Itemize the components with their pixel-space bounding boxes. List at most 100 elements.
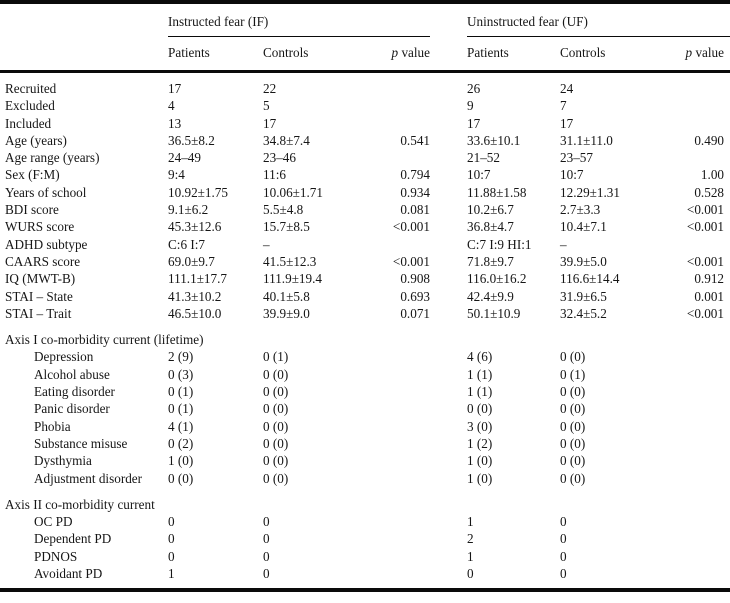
cell-uf-pvalue — [680, 400, 724, 417]
cell-if-controls: 0 — [263, 548, 270, 564]
cell-uf-patients: 36.8±4.7 — [467, 219, 514, 235]
row-label: Excluded — [5, 98, 55, 114]
cell-if-pvalue — [383, 513, 430, 530]
column-gap — [430, 288, 467, 305]
row-label: Age (years) — [5, 132, 67, 148]
cell-if-controls: 11:6 — [263, 167, 286, 183]
cell-uf-controls: 0 — [560, 548, 567, 564]
table-row: STAI – State 41.3±10.2 40.1±5.8 0.693 42.4±9… — [0, 288, 730, 305]
cell-uf-controls: 32.4±5.2 — [560, 305, 607, 321]
column-gap — [430, 400, 467, 417]
cell-if-pvalue — [383, 348, 430, 365]
cell-uf-controls: 0 — [560, 531, 567, 547]
row-label: Recruited — [5, 81, 57, 96]
row-label: Panic disorder — [34, 401, 110, 417]
cell-uf-patients: 42.4±9.9 — [467, 288, 514, 304]
cell-uf-controls: 12.29±1.31 — [560, 184, 620, 200]
row-label: Depression — [34, 349, 94, 365]
cell-if-patients: 4 — [168, 98, 175, 114]
table-row: OC PD 0 0 1 0 — [0, 513, 730, 530]
table-row: Included 13 17 17 17 — [0, 115, 730, 132]
cell-if-pvalue — [383, 435, 430, 452]
p-symbol: p — [685, 45, 693, 60]
column-gap — [430, 253, 467, 270]
table-row: STAI – Trait 46.5±10.0 39.9±9.0 0.071 50.1±1… — [0, 305, 730, 322]
cell-uf-pvalue — [680, 452, 724, 469]
cell-uf-controls: 116.6±14.4 — [560, 271, 620, 287]
row-label: Included — [5, 115, 52, 131]
cell-uf-patients: 71.8±9.7 — [467, 253, 514, 269]
cell-if-controls: 111.9±19.4 — [263, 271, 323, 287]
cell-uf-patients: 21–52 — [467, 150, 500, 166]
cell-uf-pvalue — [680, 236, 724, 253]
column-group-instructed-fear: Instructed fear (IF) — [168, 4, 430, 37]
cell-uf-patients: 50.1±10.9 — [467, 305, 521, 321]
cell-if-controls: 17 — [263, 115, 277, 131]
cell-if-pvalue — [383, 80, 430, 97]
table-row: Substance misuse 0 (2) 0 (0) 1 (2) 0 (0) — [0, 435, 730, 452]
cell-if-patients: 13 — [168, 115, 182, 131]
cell-uf-pvalue — [680, 80, 724, 97]
cell-uf-pvalue: 0.490 — [694, 132, 724, 148]
cell-if-patients: 0 — [168, 548, 175, 564]
cell-if-patients: 111.1±17.7 — [168, 271, 228, 287]
cell-if-pvalue — [383, 149, 430, 166]
column-gap — [430, 270, 467, 287]
cell-if-patients: 10.92±1.75 — [168, 184, 228, 200]
cell-if-controls: 40.1±5.8 — [263, 288, 310, 304]
table-row: Dependent PD 0 0 2 0 — [0, 530, 730, 547]
row-label: Dysthymia — [34, 453, 92, 469]
column-gap — [430, 236, 467, 253]
cell-if-controls: 0 (1) — [263, 349, 289, 365]
row-label: Phobia — [34, 418, 71, 434]
cell-uf-patients: 10.2±6.7 — [467, 202, 514, 218]
cell-uf-pvalue — [680, 115, 724, 132]
row-label: Years of school — [5, 184, 87, 200]
column-gap — [430, 452, 467, 469]
cell-if-controls: 0 (0) — [263, 366, 289, 382]
row-label: IQ (MWT-B) — [5, 271, 76, 287]
cell-uf-patients: 3 (0) — [467, 418, 493, 434]
cell-uf-controls: 10.4±7.1 — [560, 219, 607, 235]
cell-if-patients: 69.0±9.7 — [168, 253, 215, 269]
cell-if-pvalue — [383, 530, 430, 547]
cell-if-pvalue — [383, 236, 430, 253]
row-label: OC PD — [34, 514, 73, 530]
cell-if-patients: 36.5±8.2 — [168, 132, 215, 148]
cell-if-patients: 2 (9) — [168, 349, 194, 365]
cell-uf-controls: 17 — [560, 115, 574, 131]
cell-uf-patients: 1 (1) — [467, 366, 493, 382]
column-gap — [430, 166, 467, 183]
table-top-rule — [0, 0, 730, 4]
cell-uf-controls: – — [560, 236, 567, 252]
cell-if-controls: 0 — [263, 531, 270, 547]
table-row: Adjustment disorder 0 (0) 0 (0) 1 (0) 0 (0) — [0, 470, 730, 487]
cell-uf-pvalue: 1.00 — [700, 167, 724, 183]
cell-uf-patients: 10:7 — [467, 167, 491, 183]
cell-uf-pvalue — [680, 418, 724, 435]
spanner-gap — [430, 4, 467, 37]
cell-uf-pvalue — [680, 149, 724, 166]
section-header-row: Axis II co-morbidity current — [0, 496, 730, 513]
cell-if-pvalue — [383, 452, 430, 469]
header-uf-patients: Patients — [467, 45, 509, 60]
cell-uf-pvalue: <0.001 — [686, 219, 724, 235]
cell-uf-pvalue: 0.001 — [694, 288, 724, 304]
cell-uf-controls: 31.9±6.5 — [560, 288, 607, 304]
cell-if-pvalue — [383, 418, 430, 435]
column-gap — [430, 530, 467, 547]
header-uf-pvalue: p value — [680, 37, 724, 70]
cell-uf-patients: 33.6±10.1 — [467, 132, 521, 148]
cell-uf-patients: 0 (0) — [467, 401, 493, 417]
cell-if-controls: 5.5±4.8 — [263, 202, 304, 218]
cell-if-patients: 0 — [168, 531, 175, 547]
cell-if-controls: 34.8±7.4 — [263, 132, 310, 148]
cell-uf-pvalue — [680, 548, 724, 565]
table-row: Depression 2 (9) 0 (1) 4 (6) 0 (0) — [0, 348, 730, 365]
spanner-spacer — [5, 4, 168, 37]
cell-uf-pvalue — [680, 383, 724, 400]
header-gap — [430, 37, 467, 70]
table-row: Age range (years) 24–49 23–46 21–52 23–57 — [0, 149, 730, 166]
table-row: CAARS score 69.0±9.7 41.5±12.3 <0.001 71.8±9… — [0, 253, 730, 270]
column-gap — [430, 201, 467, 218]
